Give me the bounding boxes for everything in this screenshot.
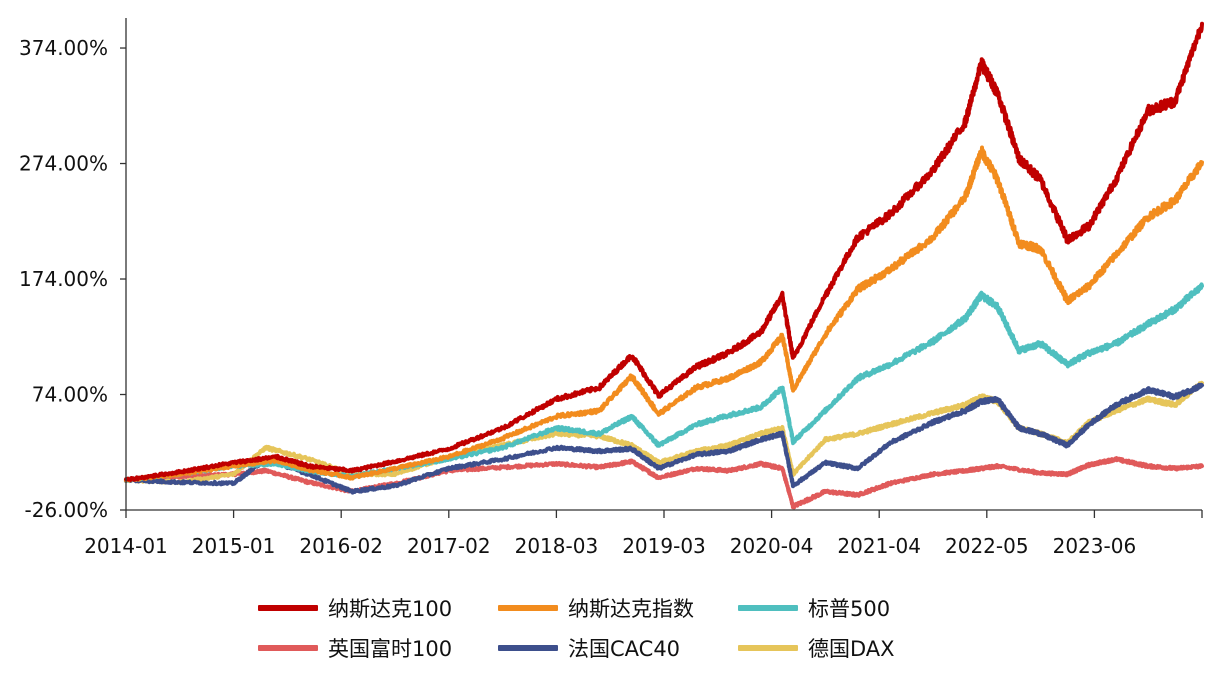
- line-chart-plot: -26.00% 74.00% 174.00% 274.00% 374.00% 2014-0…: [19, 18, 1204, 558]
- y-tick-label: 274.00%: [19, 152, 108, 176]
- series-line: [124, 21, 1204, 482]
- legend: 纳斯达克100 纳斯达克指数 标普500 英国富时100 法国CAC40: [258, 588, 958, 668]
- y-tick-label: 374.00%: [19, 36, 108, 60]
- y-tick-label: -26.00%: [25, 498, 108, 522]
- legend-label: 英国富时100: [328, 637, 453, 661]
- x-tick-label: 2016-02: [299, 534, 383, 558]
- legend-label: 标普500: [808, 597, 891, 621]
- legend-item: 英国富时100: [258, 633, 498, 663]
- legend-item: 法国CAC40: [498, 633, 738, 663]
- x-tick-label: 2023-06: [1053, 534, 1137, 558]
- series-line: [124, 382, 1204, 495]
- series-line: [124, 145, 1204, 483]
- x-tick-label: 2015-01: [192, 534, 276, 558]
- legend-item: 纳斯达克100: [258, 593, 498, 623]
- x-tick-label: 2018-03: [515, 534, 599, 558]
- legend-item: 标普500: [738, 593, 938, 623]
- legend-item: 纳斯达克指数: [498, 593, 738, 623]
- legend-swatch: [498, 605, 558, 611]
- x-tick-label: 2022-05: [945, 534, 1029, 558]
- x-tick-label: 2019-03: [622, 534, 706, 558]
- x-tick-label: 2014-01: [84, 534, 168, 558]
- legend-label: 德国DAX: [808, 637, 895, 661]
- x-tick-label: 2021-04: [837, 534, 921, 558]
- legend-label: 纳斯达克100: [328, 597, 453, 621]
- legend-item: 德国DAX: [738, 633, 938, 663]
- y-tick-label: 174.00%: [19, 267, 108, 291]
- x-tick-label: 2020-04: [730, 534, 814, 558]
- y-tick-label: 74.00%: [32, 383, 108, 407]
- legend-swatch: [498, 645, 558, 651]
- legend-swatch: [258, 645, 318, 651]
- legend-swatch: [738, 645, 798, 651]
- legend-label: 法国CAC40: [568, 637, 681, 661]
- legend-swatch: [738, 605, 798, 611]
- x-tick-label: 2017-02: [407, 534, 491, 558]
- legend-swatch: [258, 605, 318, 611]
- legend-label: 纳斯达克指数: [568, 597, 694, 621]
